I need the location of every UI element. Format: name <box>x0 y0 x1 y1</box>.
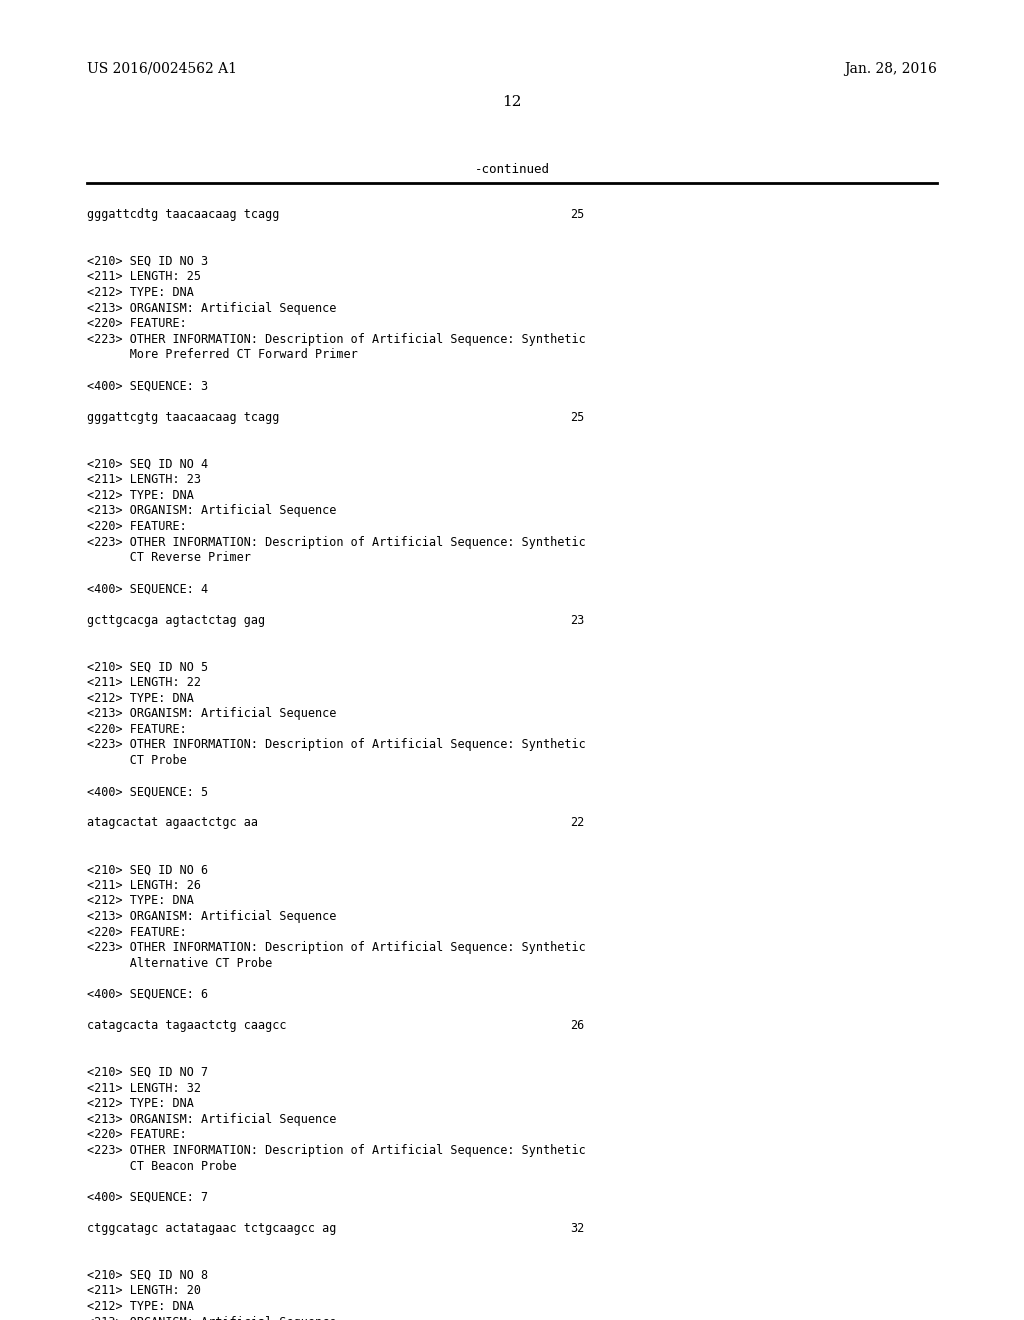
Text: <220> FEATURE:: <220> FEATURE: <box>87 1129 186 1142</box>
Text: US 2016/0024562 A1: US 2016/0024562 A1 <box>87 62 237 77</box>
Text: gcttgcacga agtactctag gag: gcttgcacga agtactctag gag <box>87 614 265 627</box>
Text: <211> LENGTH: 23: <211> LENGTH: 23 <box>87 473 201 486</box>
Text: <220> FEATURE:: <220> FEATURE: <box>87 925 186 939</box>
Text: <400> SEQUENCE: 4: <400> SEQUENCE: 4 <box>87 582 208 595</box>
Text: <210> SEQ ID NO 4: <210> SEQ ID NO 4 <box>87 458 208 471</box>
Text: <220> FEATURE:: <220> FEATURE: <box>87 317 186 330</box>
Text: -continued: -continued <box>474 162 550 176</box>
Text: 25: 25 <box>570 411 585 424</box>
Text: <211> LENGTH: 26: <211> LENGTH: 26 <box>87 879 201 892</box>
Text: <400> SEQUENCE: 5: <400> SEQUENCE: 5 <box>87 785 208 799</box>
Text: CT Probe: CT Probe <box>87 754 186 767</box>
Text: CT Beacon Probe: CT Beacon Probe <box>87 1159 237 1172</box>
Text: <212> TYPE: DNA: <212> TYPE: DNA <box>87 488 194 502</box>
Text: gggattcgtg taacaacaag tcagg: gggattcgtg taacaacaag tcagg <box>87 411 280 424</box>
Text: <213> ORGANISM: Artificial Sequence: <213> ORGANISM: Artificial Sequence <box>87 504 336 517</box>
Text: <223> OTHER INFORMATION: Description of Artificial Sequence: Synthetic: <223> OTHER INFORMATION: Description of … <box>87 738 586 751</box>
Text: <212> TYPE: DNA: <212> TYPE: DNA <box>87 895 194 907</box>
Text: 26: 26 <box>570 1019 585 1032</box>
Text: 25: 25 <box>570 209 585 220</box>
Text: <400> SEQUENCE: 7: <400> SEQUENCE: 7 <box>87 1191 208 1204</box>
Text: <210> SEQ ID NO 3: <210> SEQ ID NO 3 <box>87 255 208 268</box>
Text: <210> SEQ ID NO 8: <210> SEQ ID NO 8 <box>87 1269 208 1282</box>
Text: <223> OTHER INFORMATION: Description of Artificial Sequence: Synthetic: <223> OTHER INFORMATION: Description of … <box>87 1144 586 1158</box>
Text: <223> OTHER INFORMATION: Description of Artificial Sequence: Synthetic: <223> OTHER INFORMATION: Description of … <box>87 536 586 549</box>
Text: CT Reverse Primer: CT Reverse Primer <box>87 552 251 564</box>
Text: <213> ORGANISM: Artificial Sequence: <213> ORGANISM: Artificial Sequence <box>87 708 336 721</box>
Text: <212> TYPE: DNA: <212> TYPE: DNA <box>87 692 194 705</box>
Text: <211> LENGTH: 22: <211> LENGTH: 22 <box>87 676 201 689</box>
Text: <220> FEATURE:: <220> FEATURE: <box>87 723 186 735</box>
Text: <210> SEQ ID NO 7: <210> SEQ ID NO 7 <box>87 1067 208 1078</box>
Text: 12: 12 <box>502 95 522 110</box>
Text: More Preferred CT Forward Primer: More Preferred CT Forward Primer <box>87 348 357 362</box>
Text: <223> OTHER INFORMATION: Description of Artificial Sequence: Synthetic: <223> OTHER INFORMATION: Description of … <box>87 333 586 346</box>
Text: gggattcdtg taacaacaag tcagg: gggattcdtg taacaacaag tcagg <box>87 209 280 220</box>
Text: <223> OTHER INFORMATION: Description of Artificial Sequence: Synthetic: <223> OTHER INFORMATION: Description of … <box>87 941 586 954</box>
Text: <212> TYPE: DNA: <212> TYPE: DNA <box>87 286 194 300</box>
Text: <213> ORGANISM: Artificial Sequence: <213> ORGANISM: Artificial Sequence <box>87 301 336 314</box>
Text: 23: 23 <box>570 614 585 627</box>
Text: <210> SEQ ID NO 5: <210> SEQ ID NO 5 <box>87 660 208 673</box>
Text: Alternative CT Probe: Alternative CT Probe <box>87 957 272 970</box>
Text: <220> FEATURE:: <220> FEATURE: <box>87 520 186 533</box>
Text: <211> LENGTH: 32: <211> LENGTH: 32 <box>87 1081 201 1094</box>
Text: <210> SEQ ID NO 6: <210> SEQ ID NO 6 <box>87 863 208 876</box>
Text: <400> SEQUENCE: 3: <400> SEQUENCE: 3 <box>87 380 208 392</box>
Text: <213> ORGANISM: Artificial Sequence: <213> ORGANISM: Artificial Sequence <box>87 1316 336 1320</box>
Text: <211> LENGTH: 25: <211> LENGTH: 25 <box>87 271 201 284</box>
Text: <212> TYPE: DNA: <212> TYPE: DNA <box>87 1097 194 1110</box>
Text: ctggcatagc actatagaac tctgcaagcc ag: ctggcatagc actatagaac tctgcaagcc ag <box>87 1222 336 1236</box>
Text: Jan. 28, 2016: Jan. 28, 2016 <box>844 62 937 77</box>
Text: <213> ORGANISM: Artificial Sequence: <213> ORGANISM: Artificial Sequence <box>87 1113 336 1126</box>
Text: catagcacta tagaactctg caagcc: catagcacta tagaactctg caagcc <box>87 1019 287 1032</box>
Text: 32: 32 <box>570 1222 585 1236</box>
Text: 22: 22 <box>570 816 585 829</box>
Text: <211> LENGTH: 20: <211> LENGTH: 20 <box>87 1284 201 1298</box>
Text: <400> SEQUENCE: 6: <400> SEQUENCE: 6 <box>87 987 208 1001</box>
Text: <213> ORGANISM: Artificial Sequence: <213> ORGANISM: Artificial Sequence <box>87 909 336 923</box>
Text: <212> TYPE: DNA: <212> TYPE: DNA <box>87 1300 194 1313</box>
Text: atagcactat agaactctgc aa: atagcactat agaactctgc aa <box>87 816 258 829</box>
